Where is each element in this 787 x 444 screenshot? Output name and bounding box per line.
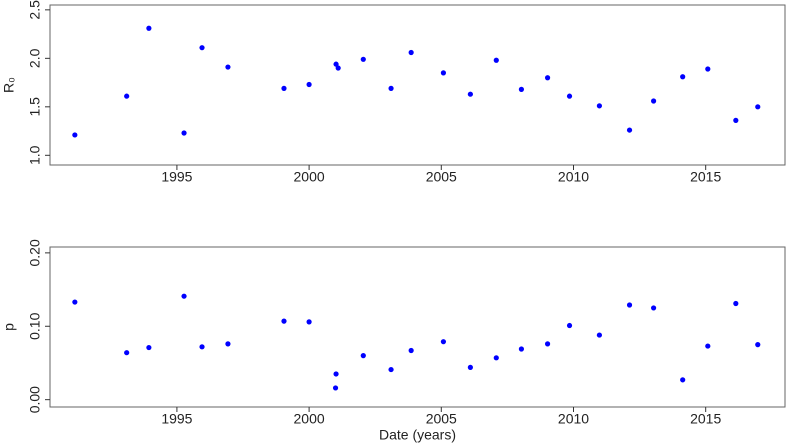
x-tick-label: 2000 [294,169,325,185]
y-tick-label: 2.5 [27,0,43,20]
point [146,344,152,351]
point [146,25,152,31]
point [388,85,394,91]
point [733,300,739,307]
point [360,353,366,359]
point [705,66,711,72]
y-tick-label: 1.0 [27,145,43,165]
point [281,85,287,91]
point [333,371,339,377]
y-tick-label: 2.0 [27,48,43,68]
point [333,61,339,67]
point [124,93,130,99]
point [388,366,394,373]
point [544,341,551,347]
x-tick-label: 2015 [690,411,721,427]
point [408,49,414,56]
x-tick-label: 2005 [426,411,457,427]
point [680,377,686,383]
point [72,132,78,138]
point [705,343,711,349]
point [596,103,602,109]
point [72,299,78,305]
y-tick-label: 0.20 [27,239,43,266]
point [650,305,657,311]
point [408,347,414,354]
point [225,64,231,70]
point [650,98,657,104]
x-tick-label: 1995 [161,411,192,427]
point [199,45,205,51]
x-axis-label: Date (years) [379,427,456,443]
point [626,127,633,133]
point [544,75,551,81]
point [440,70,447,76]
y-tick-label: 0.10 [27,312,43,339]
point [440,339,447,345]
x-tick-label: 2000 [294,411,325,427]
plot-frame [49,4,786,166]
x-tick-label: 2015 [690,169,721,185]
x-tick-label: 1995 [161,169,192,185]
plot-frame [49,246,786,408]
point [124,350,130,356]
point [596,332,602,338]
point [181,293,187,299]
point [680,74,686,80]
point [626,302,633,308]
point [467,91,473,97]
point [281,318,287,324]
point [566,93,573,99]
point [306,319,312,325]
point [733,117,739,123]
x-tick-label: 2010 [558,411,589,427]
point [335,65,341,71]
point [493,355,499,361]
point [518,86,525,92]
point [225,341,231,347]
point [332,385,339,391]
point [467,364,473,370]
point [360,56,366,62]
y-axis-label: R₀ [1,77,17,93]
x-tick-label: 2010 [558,169,589,185]
point [518,346,525,352]
point [306,81,312,88]
point [493,57,499,63]
point [566,322,573,329]
point [755,342,761,348]
point [755,104,761,110]
point [181,130,187,136]
y-tick-label: 1.5 [27,97,43,117]
y-tick-label: 0.00 [27,386,43,413]
y-axis-label: p [1,323,17,331]
point [199,344,205,350]
x-tick-label: 2005 [426,169,457,185]
